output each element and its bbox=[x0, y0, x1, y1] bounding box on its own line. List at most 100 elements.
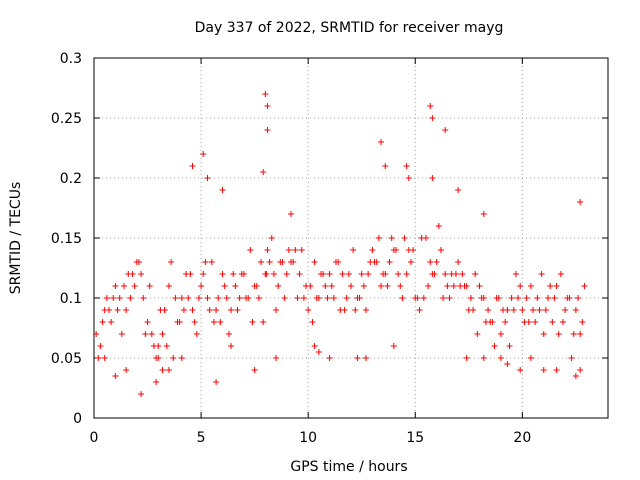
data-point bbox=[225, 331, 232, 337]
data-point bbox=[127, 295, 134, 301]
data-point bbox=[369, 247, 376, 253]
data-point bbox=[384, 283, 391, 289]
data-point bbox=[281, 295, 288, 301]
data-point bbox=[427, 103, 434, 109]
data-point bbox=[577, 367, 584, 373]
data-point bbox=[311, 259, 318, 265]
data-point bbox=[480, 211, 487, 217]
x-tick-label: 20 bbox=[513, 430, 531, 446]
data-point bbox=[333, 259, 340, 265]
data-point bbox=[399, 295, 406, 301]
data-point bbox=[551, 295, 558, 301]
data-point bbox=[577, 331, 584, 337]
data-point bbox=[339, 271, 346, 277]
data-point bbox=[350, 247, 357, 253]
data-point bbox=[263, 271, 270, 277]
data-point bbox=[538, 271, 545, 277]
data-point bbox=[234, 307, 241, 313]
tick-labels: 0 5 10 15 20 0 0.05 0.1 0.15 0.2 0.25 0.3 bbox=[51, 51, 531, 446]
data-point bbox=[476, 283, 483, 289]
data-point bbox=[298, 247, 305, 253]
data-point bbox=[185, 295, 192, 301]
data-point bbox=[206, 307, 213, 313]
data-point bbox=[213, 307, 220, 313]
data-point bbox=[416, 307, 423, 313]
data-point bbox=[410, 247, 417, 253]
y-tick-label: 0 bbox=[73, 411, 82, 427]
data-point bbox=[153, 379, 160, 385]
data-point bbox=[264, 103, 271, 109]
data-point bbox=[382, 163, 389, 169]
data-point bbox=[159, 331, 166, 337]
data-point bbox=[101, 355, 108, 361]
data-point bbox=[367, 259, 374, 265]
data-point bbox=[521, 319, 528, 325]
data-point bbox=[388, 235, 395, 241]
data-point bbox=[375, 235, 382, 241]
data-point bbox=[172, 295, 179, 301]
data-point bbox=[247, 247, 254, 253]
data-point bbox=[165, 367, 172, 373]
data-point bbox=[118, 331, 125, 337]
data-point bbox=[575, 295, 582, 301]
data-point bbox=[545, 295, 552, 301]
data-point bbox=[377, 283, 384, 289]
data-point bbox=[536, 307, 543, 313]
data-point bbox=[343, 295, 350, 301]
data-point bbox=[440, 295, 447, 301]
data-point bbox=[178, 295, 185, 301]
y-axis-title: SRMTID / TECUs bbox=[8, 182, 24, 295]
data-point bbox=[191, 319, 198, 325]
data-point bbox=[365, 271, 372, 277]
data-point bbox=[114, 307, 121, 313]
data-point bbox=[472, 271, 479, 277]
data-point bbox=[180, 307, 187, 313]
data-point bbox=[523, 295, 530, 301]
y-tick-label: 0.15 bbox=[51, 231, 82, 247]
data-point bbox=[142, 331, 149, 337]
data-point bbox=[418, 235, 425, 241]
data-point bbox=[273, 355, 280, 361]
data-point bbox=[262, 91, 269, 97]
data-point bbox=[377, 139, 384, 145]
data-point bbox=[183, 271, 190, 277]
data-point bbox=[444, 283, 451, 289]
data-point bbox=[568, 355, 575, 361]
data-point bbox=[193, 331, 200, 337]
data-point bbox=[324, 295, 331, 301]
data-point bbox=[397, 283, 404, 289]
data-point bbox=[425, 283, 432, 289]
data-point bbox=[243, 295, 250, 301]
data-point bbox=[292, 247, 299, 253]
data-point bbox=[144, 319, 151, 325]
data-point bbox=[530, 307, 537, 313]
data-point bbox=[414, 295, 421, 301]
data-point bbox=[407, 259, 414, 265]
data-point bbox=[148, 331, 155, 337]
data-point bbox=[204, 295, 211, 301]
chart-title: Day 337 of 2022, SRMTID for receiver may… bbox=[195, 20, 504, 36]
data-point bbox=[487, 319, 494, 325]
data-point bbox=[110, 295, 117, 301]
data-point bbox=[442, 127, 449, 133]
data-point bbox=[266, 259, 273, 265]
data-point bbox=[135, 259, 142, 265]
data-point bbox=[228, 343, 235, 349]
data-point bbox=[577, 199, 584, 205]
data-point bbox=[495, 295, 502, 301]
data-point bbox=[328, 283, 335, 289]
data-point bbox=[474, 331, 481, 337]
data-point bbox=[352, 307, 359, 313]
data-point bbox=[540, 367, 547, 373]
y-tick-label: 0.3 bbox=[60, 51, 82, 67]
data-point bbox=[326, 355, 333, 361]
data-point bbox=[232, 283, 239, 289]
data-point bbox=[202, 259, 209, 265]
data-point bbox=[300, 295, 307, 301]
data-point bbox=[178, 355, 185, 361]
data-point bbox=[497, 355, 504, 361]
data-point bbox=[123, 307, 130, 313]
data-point bbox=[403, 271, 410, 277]
data-point bbox=[478, 295, 485, 301]
